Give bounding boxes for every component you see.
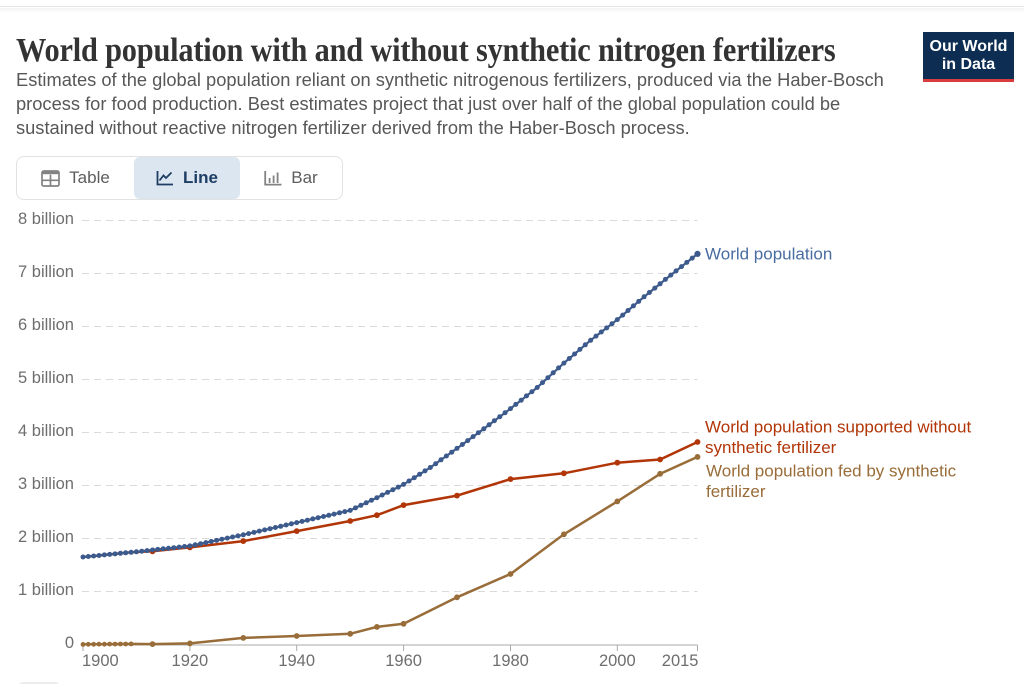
svg-text:World population: World population <box>705 245 832 264</box>
svg-text:2 billion: 2 billion <box>18 528 74 546</box>
svg-text:4 billion: 4 billion <box>18 422 74 440</box>
svg-text:1900: 1900 <box>82 652 119 670</box>
svg-text:0: 0 <box>65 634 74 652</box>
svg-text:World population fed by synthe: World population fed by synthetic <box>706 462 957 481</box>
svg-text:1940: 1940 <box>278 652 315 670</box>
svg-text:6 billion: 6 billion <box>18 316 74 334</box>
svg-text:2015: 2015 <box>662 652 699 670</box>
svg-text:2000: 2000 <box>599 652 636 670</box>
svg-text:7 billion: 7 billion <box>18 263 74 281</box>
svg-text:1 billion: 1 billion <box>18 581 74 599</box>
svg-text:synthetic fertilizer: synthetic fertilizer <box>705 438 837 457</box>
svg-text:5 billion: 5 billion <box>18 369 74 387</box>
svg-text:World population supported wit: World population supported without <box>705 418 971 437</box>
svg-text:1980: 1980 <box>492 652 529 670</box>
svg-text:1960: 1960 <box>385 652 422 670</box>
svg-text:1920: 1920 <box>172 652 209 670</box>
svg-text:3 billion: 3 billion <box>18 475 74 493</box>
svg-text:fertilizer: fertilizer <box>706 482 766 501</box>
svg-text:8 billion: 8 billion <box>18 210 74 228</box>
